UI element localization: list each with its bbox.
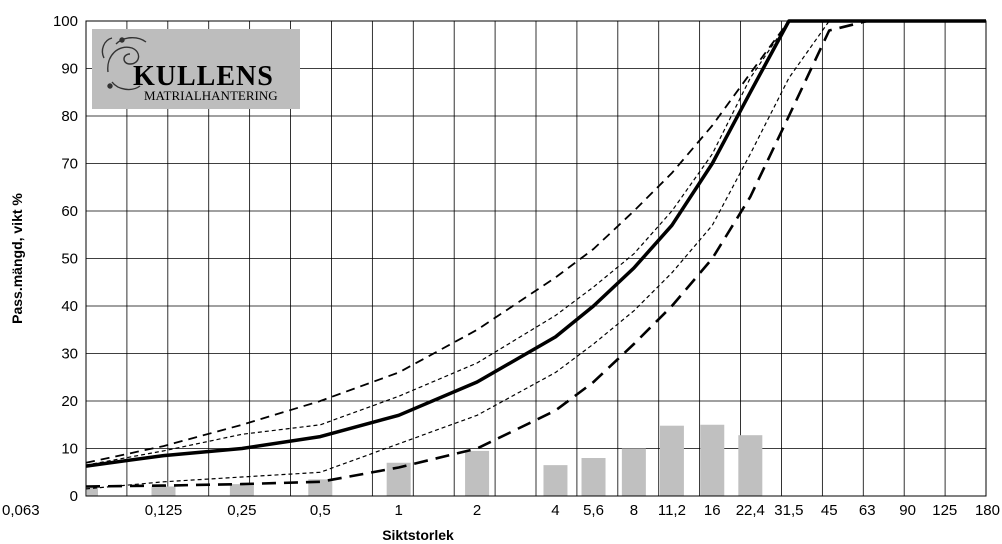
y-tick-label: 100 [53,13,78,30]
series-line-inner-lower-dot [85,20,986,490]
y-tick-label: 80 [61,108,78,125]
x-tick-label: 45 [821,502,838,519]
plot-frame [85,20,987,497]
y-tick-label: 20 [61,393,78,410]
y-tick-label: 0 [70,488,78,505]
x-tick-label: 0,25 [227,502,256,519]
x-tick-label: 180 [975,502,1000,519]
bar [621,448,646,496]
logo-subtitle: MATRIALHANTERING [144,88,278,103]
y-tick-label: 30 [61,346,78,363]
y-tick-labels: 0 10 20 30 40 50 60 70 80 90 100 [53,13,78,505]
x-tick-label: 63 [859,502,876,519]
bar [465,450,490,496]
x-tick-label: 31,5 [774,502,803,519]
bar [659,425,684,496]
y-tick-label: 60 [61,203,78,220]
y-tick-label: 70 [61,156,78,173]
y-tick-label: 90 [61,61,78,78]
bar [738,435,763,496]
x-tick-label: 16 [704,502,721,519]
x-tick-label: 0,125 [145,502,183,519]
x-tick-label: 2 [473,502,481,519]
bar [229,484,254,496]
bar [700,424,725,496]
logo: KULLENS MATRIALHANTERING [92,29,300,109]
logo-ornament-icon [101,37,147,91]
y-tick-label: 40 [61,298,78,315]
x-tick-label: 1 [395,502,403,519]
x-axis-title: Siktstorlek [382,527,454,543]
series-line-thick-solid [85,19,986,468]
y-tick-label: 50 [61,251,78,268]
bar [151,486,176,496]
x-tick-label: 125 [932,502,957,519]
x-tick-label: 90 [899,502,916,519]
x-tick-label: 4 [551,502,559,519]
x-tick-label: 0,063 [2,502,40,519]
bar [543,465,568,496]
x-tick-label: 0,5 [310,502,331,519]
x-tick-label: 8 [630,502,638,519]
bar [308,479,333,496]
y-axis-title: Pass.mängd, vikt % [9,193,25,324]
x-tick-label: 22,4 [736,502,765,519]
x-tick-labels: 0,063 0,125 0,25 0,5 1 2 4 5,6 8 11,2 16 22,4 31,5 45… [2,502,1000,519]
x-tick-label: 5,6 [583,502,604,519]
y-tick-label: 10 [61,441,78,458]
line-series [85,19,986,490]
logo-title: KULLENS [133,61,274,92]
logo-background [92,29,300,109]
series-line-lower-dash [85,19,986,488]
bar [581,458,606,496]
x-tick-label: 11,2 [658,502,686,519]
bar [87,486,98,496]
series-line-inner-upper-dot [85,20,986,466]
series-line-upper-dash [85,20,986,464]
